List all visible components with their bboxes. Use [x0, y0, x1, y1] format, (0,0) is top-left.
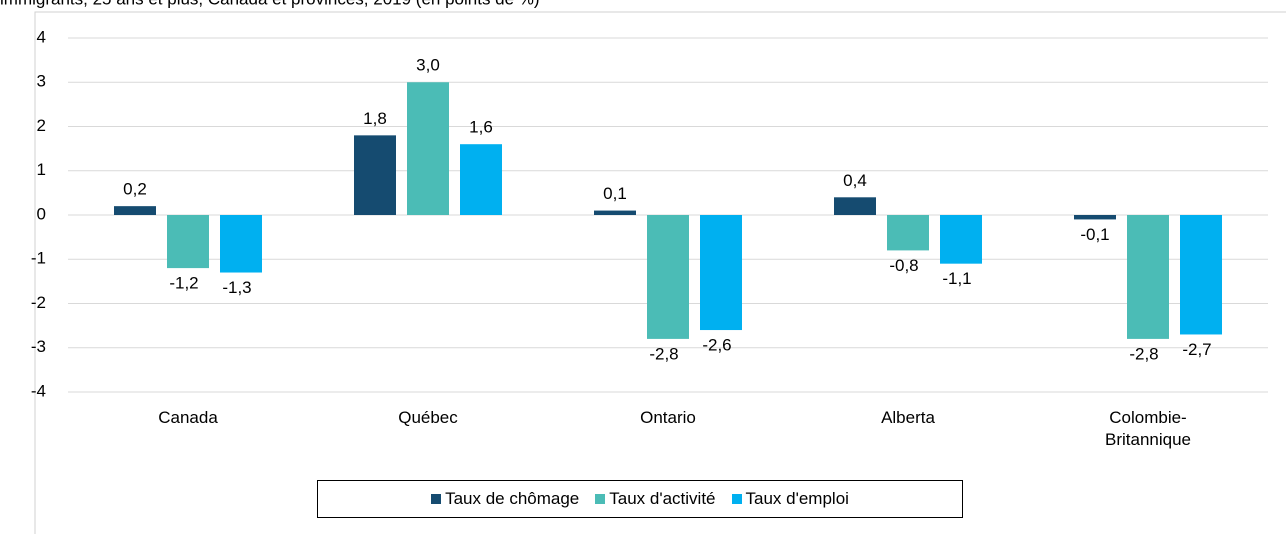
legend-key: [731, 494, 742, 504]
data-label: -2,8: [1129, 344, 1158, 363]
bar: [220, 215, 262, 273]
bar: [887, 215, 929, 251]
data-label: -2,8: [649, 344, 678, 363]
data-label: -1,3: [222, 278, 251, 297]
bar: [407, 82, 449, 215]
bar: [647, 215, 689, 339]
chart-frame: [34, 11, 1286, 534]
x-tick-label: Québec: [398, 408, 458, 427]
data-label: -0,1: [1080, 225, 1109, 244]
data-label: 3,0: [416, 56, 440, 75]
legend-label: Taux de chômage: [445, 489, 580, 508]
bar: [114, 206, 156, 215]
legend-key: [595, 494, 606, 504]
y-tick-label: -1: [31, 249, 46, 268]
bar: [1127, 215, 1169, 339]
y-tick-label: -2: [31, 293, 46, 312]
y-tick-label: 0: [37, 204, 46, 223]
data-label: -2,7: [1182, 340, 1211, 359]
y-tick-label: 4: [37, 27, 46, 46]
chart-title: immigrants, 25 ans et plus, Canada et pr…: [0, 0, 540, 8]
legend-key: [431, 494, 442, 504]
x-tick-label: Ontario: [640, 408, 696, 427]
legend-item: Taux d'emploi: [731, 489, 849, 509]
bar: [1180, 215, 1222, 335]
data-label: 0,1: [603, 184, 627, 203]
bar: [460, 144, 502, 215]
data-label: 1,8: [363, 109, 387, 128]
data-label: 1,6: [469, 118, 493, 137]
data-label: -1,1: [942, 269, 971, 288]
x-tick-label: Alberta: [881, 408, 935, 427]
data-label: 0,4: [843, 171, 867, 190]
legend-label: Taux d'activité: [609, 489, 716, 508]
legend-item: Taux de chômage: [431, 489, 579, 509]
y-tick-label: -3: [31, 337, 46, 356]
bar: [167, 215, 209, 269]
bar: [354, 135, 396, 215]
legend-label: Taux d'emploi: [745, 489, 849, 508]
data-label: -0,8: [889, 256, 918, 275]
data-label: -2,6: [702, 336, 731, 355]
bar: [594, 210, 636, 215]
legend: Taux de chômage Taux d'activité Taux d'emp…: [317, 480, 963, 518]
y-tick-label: -4: [31, 381, 46, 400]
y-tick-label: 2: [37, 116, 46, 135]
x-tick-label: Colombie-Britannique: [1104, 408, 1191, 449]
bar: [1074, 215, 1116, 220]
bar: [834, 197, 876, 215]
legend-item: Taux d'activité: [595, 489, 716, 509]
data-label: -1,2: [169, 274, 198, 293]
bar: [700, 215, 742, 331]
x-tick-label: Canada: [158, 408, 218, 427]
bar: [940, 215, 982, 264]
data-label: 0,2: [123, 180, 147, 199]
y-tick-label: 1: [37, 160, 46, 179]
y-tick-label: 3: [37, 72, 46, 91]
